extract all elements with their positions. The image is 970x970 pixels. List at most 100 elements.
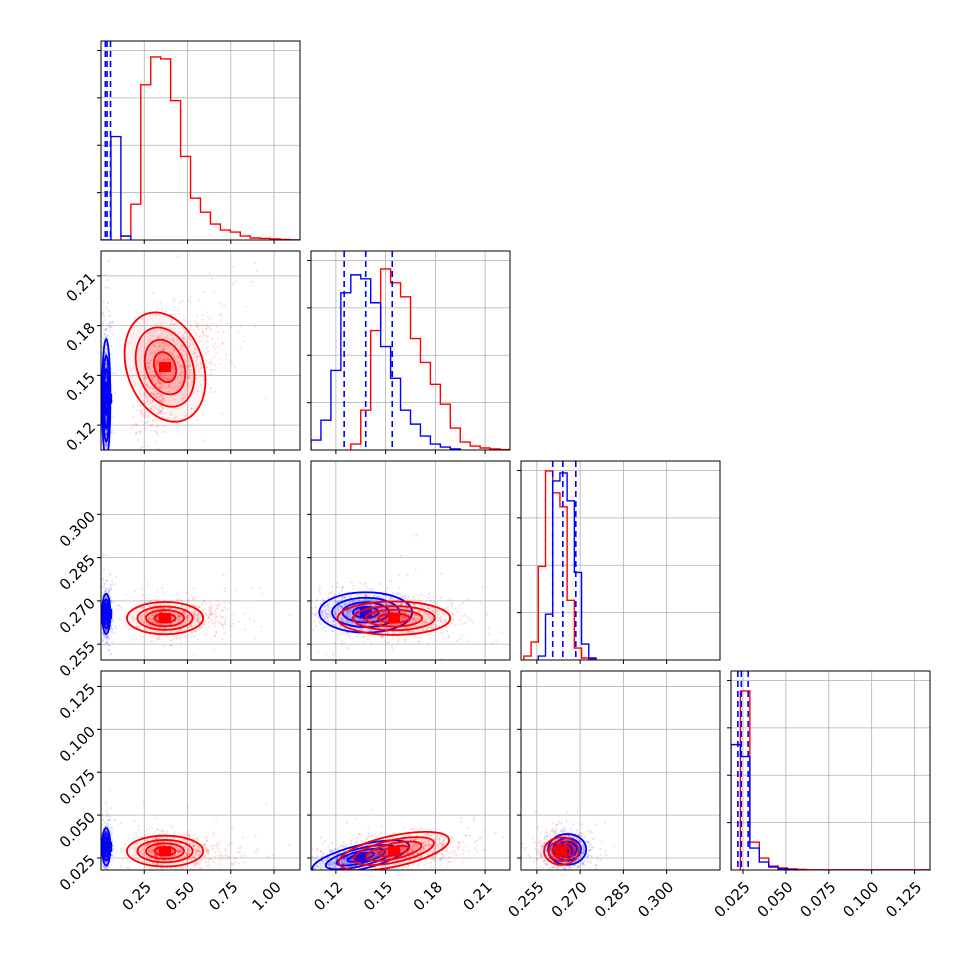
sample-point bbox=[386, 602, 390, 605]
sample-point bbox=[365, 585, 368, 589]
sample-point bbox=[112, 619, 115, 622]
sample-point bbox=[108, 321, 111, 325]
sample-point bbox=[322, 609, 325, 612]
sample-point bbox=[159, 301, 162, 304]
sample-point bbox=[159, 394, 163, 397]
sample-point bbox=[378, 622, 381, 625]
sample-point bbox=[448, 634, 451, 638]
sample-point bbox=[159, 322, 162, 325]
sample-point bbox=[164, 623, 167, 626]
sample-point bbox=[363, 618, 366, 621]
sample-point bbox=[213, 390, 217, 393]
sample-point bbox=[216, 337, 220, 340]
sample-point bbox=[151, 629, 154, 632]
sample-point bbox=[380, 621, 383, 625]
sample-point bbox=[401, 615, 404, 618]
sample-point bbox=[130, 426, 134, 429]
sample-point bbox=[189, 337, 192, 340]
sample-point bbox=[315, 612, 318, 615]
sample-point bbox=[353, 617, 356, 620]
sample-point bbox=[159, 410, 162, 413]
sample-point bbox=[144, 411, 147, 415]
sample-point bbox=[105, 456, 107, 458]
sample-point bbox=[103, 463, 105, 465]
sample-point bbox=[342, 619, 345, 622]
sample-point bbox=[104, 445, 107, 448]
sample-point bbox=[188, 357, 191, 360]
sample-point bbox=[148, 616, 152, 619]
sample-point bbox=[352, 600, 355, 603]
sample-point bbox=[414, 625, 417, 628]
sample-point bbox=[179, 384, 182, 387]
sample-point bbox=[153, 613, 156, 616]
sample-point bbox=[407, 621, 411, 624]
sample-point bbox=[102, 634, 105, 638]
sample-point bbox=[144, 621, 147, 624]
sample-point bbox=[391, 597, 394, 600]
sample-point bbox=[158, 626, 161, 629]
histogram-panel bbox=[101, 41, 300, 240]
sample-point bbox=[105, 376, 108, 380]
sample-point bbox=[350, 609, 353, 612]
sample-point bbox=[164, 373, 167, 377]
sample-point bbox=[158, 387, 162, 390]
sample-point bbox=[357, 633, 360, 636]
sample-point bbox=[458, 623, 461, 626]
sample-point bbox=[418, 609, 421, 612]
sample-point bbox=[413, 616, 416, 619]
sample-point bbox=[213, 648, 216, 651]
sample-point bbox=[156, 412, 159, 415]
sample-point bbox=[214, 615, 217, 618]
sample-point bbox=[152, 386, 155, 390]
sample-point bbox=[160, 359, 163, 363]
sample-point bbox=[201, 324, 204, 327]
sample-point bbox=[213, 634, 216, 637]
sample-point bbox=[104, 286, 107, 289]
sample-point bbox=[205, 359, 208, 362]
sample-point bbox=[205, 311, 208, 314]
sample-point bbox=[108, 636, 111, 639]
sample-point bbox=[156, 396, 159, 400]
sample-point bbox=[156, 378, 159, 381]
sample-point bbox=[104, 481, 106, 483]
sample-point bbox=[155, 322, 158, 326]
sample-point bbox=[159, 400, 162, 403]
sample-point bbox=[198, 627, 201, 630]
sample-point bbox=[107, 260, 111, 263]
sample-point bbox=[154, 608, 157, 611]
sample-point bbox=[105, 458, 107, 460]
sample-point bbox=[458, 637, 461, 641]
sample-point bbox=[103, 683, 105, 685]
sample-point bbox=[380, 634, 383, 638]
sample-point bbox=[378, 596, 381, 599]
sample-point bbox=[345, 614, 349, 617]
sample-point bbox=[197, 618, 200, 621]
sample-point bbox=[194, 609, 197, 612]
sample-point bbox=[131, 375, 134, 379]
sample-point bbox=[446, 630, 449, 633]
sample-point bbox=[406, 574, 409, 577]
sample-point bbox=[120, 606, 123, 609]
sample-point bbox=[235, 589, 238, 592]
sample-point bbox=[392, 648, 395, 651]
sample-point bbox=[155, 637, 158, 640]
sample-point bbox=[158, 394, 162, 397]
sample-point bbox=[187, 377, 190, 380]
sample-point bbox=[144, 427, 147, 430]
sample-point bbox=[107, 591, 110, 594]
sample-point bbox=[366, 637, 370, 640]
sample-point bbox=[156, 377, 159, 380]
x-ticks bbox=[143, 450, 275, 454]
sample-point bbox=[391, 610, 394, 613]
sample-point bbox=[105, 431, 108, 434]
sample-point bbox=[285, 602, 287, 604]
sample-point bbox=[363, 598, 367, 601]
sample-point bbox=[150, 359, 154, 362]
sample-point bbox=[197, 299, 200, 302]
sample-point bbox=[172, 367, 175, 370]
sample-point bbox=[186, 355, 189, 358]
sample-point bbox=[365, 595, 368, 598]
sample-point bbox=[193, 617, 197, 621]
sample-point bbox=[173, 356, 176, 359]
sample-point bbox=[186, 615, 189, 618]
